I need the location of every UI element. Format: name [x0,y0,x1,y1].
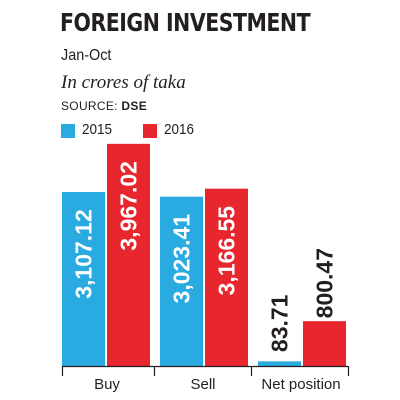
bar-sell-2016 [205,188,248,366]
category-label-net-position: Net position [261,376,340,393]
data-label-net-position-2015: 83.71 [267,294,293,352]
legend-label-2015: 2015 [82,121,113,138]
chart-subtitle: Jan-Oct [61,47,112,64]
bar-sell-2015 [160,196,203,366]
data-label-net-position-2016: 800.47 [312,248,338,318]
data-label-sell-2015: 3,023.41 [169,214,195,304]
source-line: SOURCE: DSE [61,99,147,113]
bar-net-position-2015 [258,361,301,366]
bar-buy-2016 [107,143,150,366]
category-label-sell: Sell [190,376,215,393]
source-value: DSE [121,99,147,113]
chart-title: FOREIGN INVESTMENT [60,8,311,37]
source-label: SOURCE: [61,99,118,113]
legend-label-2016: 2016 [164,121,195,138]
data-label-sell-2016: 3,166.55 [214,206,240,296]
bar-buy-2015 [62,192,105,366]
legend-swatch-2015 [61,124,75,138]
category-label-buy: Buy [94,376,120,393]
data-label-buy-2015: 3,107.12 [71,209,97,299]
data-label-buy-2016: 3,967.02 [116,161,142,251]
unit-note: In crores of taka [61,72,186,93]
legend-swatch-2016 [143,124,157,138]
legend: 2015 2016 [61,121,211,139]
bar-net-position-2016 [303,321,346,366]
